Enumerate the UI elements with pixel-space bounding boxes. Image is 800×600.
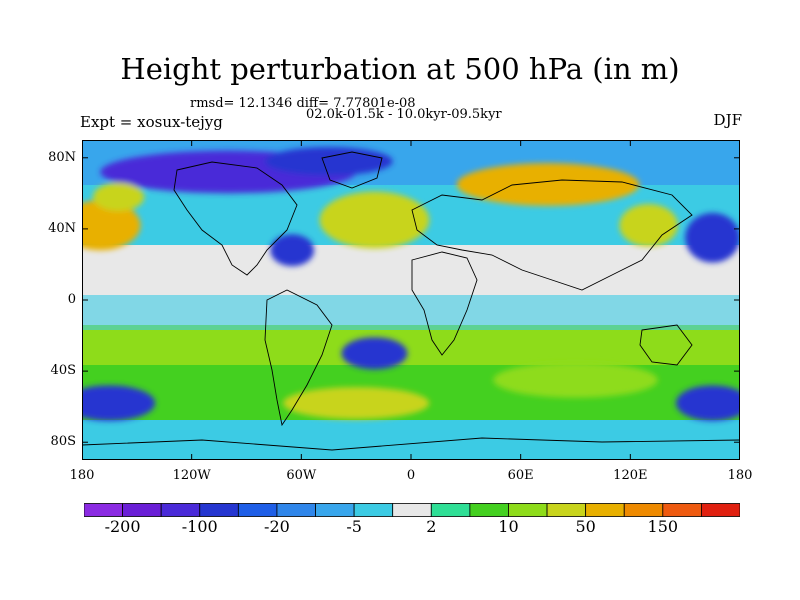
colorbar-swatch [122, 503, 162, 517]
lat-label: 80N [48, 149, 76, 165]
lon-label: 120W [172, 468, 211, 483]
lon-label: 180 [69, 468, 95, 483]
period-line: 02.0k-01.5k - 10.0kyr-09.5kyr [306, 107, 502, 122]
field-region-pacific-high [82, 200, 141, 251]
coastlines [82, 151, 740, 451]
map-panel [82, 140, 740, 460]
colorbar-swatch [662, 503, 702, 517]
field-region-s-pacific-low [82, 385, 156, 421]
field-region-atlantic-high [319, 191, 430, 249]
colorbar [84, 503, 740, 517]
lat-label: 0 [67, 292, 76, 307]
colorbar-label: 2 [426, 517, 437, 536]
lon-label: 60E [507, 468, 534, 483]
lon-label: 0 [406, 468, 416, 483]
colorbar-swatch [469, 503, 509, 517]
field-region-southern-high-2 [493, 362, 658, 398]
lat-label: 40N [48, 220, 76, 236]
field-region-s-atlantic-low [341, 337, 408, 370]
field-region-pacific-high-2 [92, 182, 145, 212]
colorbar-label: 50 [575, 517, 596, 536]
colorbar-label: 10 [498, 517, 519, 536]
lon-label: 180 [727, 468, 753, 483]
field-region-n-america-low [270, 234, 315, 267]
colorbar-swatch [392, 503, 432, 517]
colorbar-label: -100 [181, 517, 218, 536]
colorbar-swatch [276, 503, 316, 517]
colorbar-swatch [160, 503, 201, 517]
colorbar-swatch [199, 503, 239, 517]
colorbar-swatch [701, 503, 740, 517]
perturbation-field [82, 147, 740, 421]
field-region-nw-pacific-low [685, 212, 740, 263]
chart-title: Height perturbation at 500 hPa (in m) [120, 52, 680, 86]
colorbar-label: -20 [264, 517, 290, 536]
field-region-s-indian-low [676, 385, 740, 421]
field-region-japan-high [619, 204, 678, 247]
colorbar-swatch [353, 503, 394, 517]
band-tropical-south [82, 295, 740, 330]
colorbar-swatch [430, 503, 471, 517]
colorbar-swatch [508, 503, 548, 517]
colorbar-swatch [623, 503, 664, 517]
experiment-label: Expt = xosux-tejyg [80, 113, 223, 131]
lon-label: 60W [286, 468, 317, 483]
axis-ticks [82, 140, 740, 460]
lat-label: 40S [50, 363, 76, 379]
colorbar-label: 150 [647, 517, 679, 536]
band-midlat-south [82, 325, 740, 365]
lat-label: 80S [50, 434, 76, 450]
colorbar-swatch [585, 503, 625, 517]
lon-label: 120E [613, 468, 648, 483]
field-region-siberia-high [456, 163, 640, 206]
colorbar-swatch [84, 503, 123, 517]
colorbar-label: -5 [346, 517, 362, 536]
colorbar-swatch [237, 503, 278, 517]
field-region-southern-high-1 [283, 387, 430, 420]
stats-line: rmsd= 12.1346 diff= 7.77801e-08 [190, 96, 416, 111]
colorbar-swatch [315, 503, 355, 517]
colorbar-swatch [546, 503, 587, 517]
season-label: DJF [713, 111, 742, 129]
field-region-greenland-low [264, 147, 393, 176]
colorbar-label: -200 [104, 517, 141, 536]
